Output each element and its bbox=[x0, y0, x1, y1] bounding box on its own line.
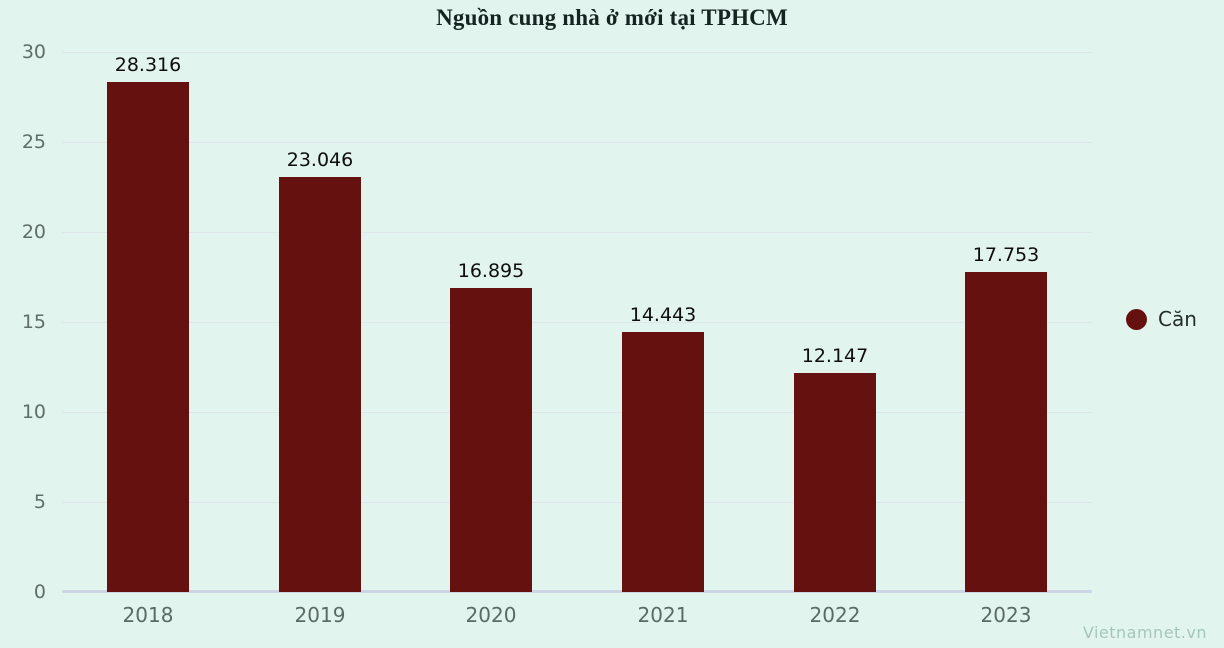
bar-value-label-2023: 17.753 bbox=[972, 244, 1040, 266]
x-axis-label-2019: 2019 bbox=[294, 603, 346, 627]
legend-series-label: Căn bbox=[1158, 307, 1197, 331]
gridline-30 bbox=[62, 52, 1092, 53]
bar-2018 bbox=[107, 82, 189, 592]
bar-2020 bbox=[450, 288, 532, 592]
bar-2022 bbox=[794, 373, 876, 592]
bar-value-label-2021: 14.443 bbox=[629, 304, 697, 326]
bar-2023 bbox=[965, 272, 1047, 592]
bar-2019 bbox=[279, 177, 361, 592]
y-axis-tick-5: 5 bbox=[33, 491, 46, 513]
y-axis-tick-15: 15 bbox=[21, 311, 46, 333]
bar-value-label-2019: 23.046 bbox=[286, 149, 354, 171]
bar-value-label-2020: 16.895 bbox=[457, 260, 525, 282]
bar-2021 bbox=[622, 332, 704, 592]
y-axis-tick-20: 20 bbox=[21, 221, 46, 243]
y-axis-tick-10: 10 bbox=[21, 401, 46, 423]
x-axis-label-2018: 2018 bbox=[122, 603, 174, 627]
legend-marker-circle-icon bbox=[1126, 308, 1147, 330]
x-axis-label-2021: 2021 bbox=[637, 603, 689, 627]
y-axis-tick-0: 0 bbox=[33, 581, 46, 603]
gridline-15 bbox=[62, 322, 1092, 323]
x-axis-line bbox=[62, 590, 1092, 593]
gridline-10 bbox=[62, 412, 1092, 413]
legend: Căn bbox=[1126, 307, 1197, 331]
gridline-25 bbox=[62, 142, 1092, 143]
gridline-5 bbox=[62, 502, 1092, 503]
x-axis-label-2020: 2020 bbox=[465, 603, 517, 627]
x-axis-label-2022: 2022 bbox=[809, 603, 861, 627]
bar-value-label-2022: 12.147 bbox=[801, 345, 869, 367]
y-axis-tick-25: 25 bbox=[21, 131, 46, 153]
y-axis-tick-30: 30 bbox=[21, 41, 46, 63]
gridline-20 bbox=[62, 232, 1092, 233]
watermark-vietnamnet: Vietnamnet.vn bbox=[1082, 623, 1207, 642]
x-axis-label-2023: 2023 bbox=[980, 603, 1032, 627]
chart-title: Nguồn cung nhà ở mới tại TPHCM bbox=[436, 5, 788, 30]
bar-value-label-2018: 28.316 bbox=[114, 54, 182, 76]
